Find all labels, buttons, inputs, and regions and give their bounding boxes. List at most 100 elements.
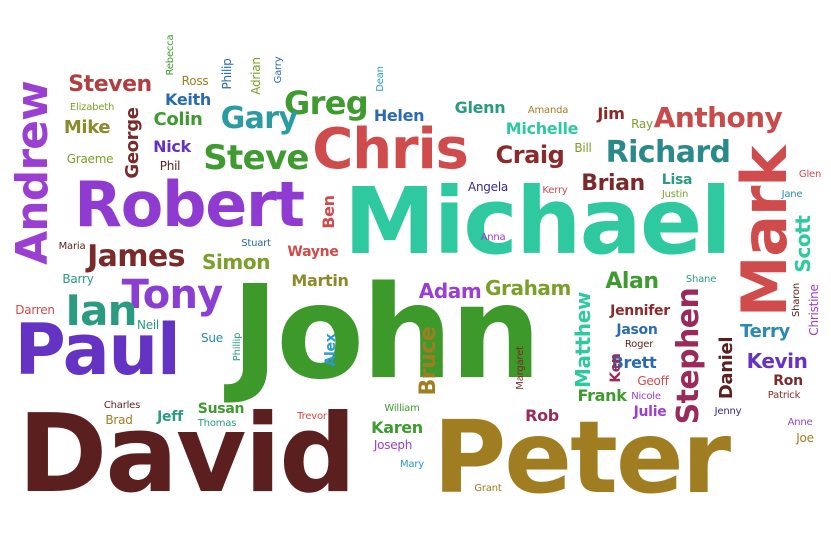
word-phil: Phil [159,159,181,173]
word-barry: Barry [62,272,94,286]
word-graham: Graham [485,276,571,300]
word-jenny: Jenny [714,406,742,417]
word-ross: Ross [181,74,209,88]
word-stuart: Stuart [241,238,271,249]
word-alex: Alex [323,333,339,367]
word-andrew: Andrew [7,81,58,265]
word-mike: Mike [63,117,111,138]
word-joseph: Joseph [373,438,413,452]
word-james: James [87,239,185,274]
word-nick: Nick [153,137,191,156]
word-alan: Alan [605,269,659,294]
word-greg: Greg [283,84,369,122]
word-george: George [122,107,143,179]
word-michael: Michael [343,168,732,275]
word-robert: Robert [74,168,305,241]
word-sue: Sue [201,331,223,345]
word-kevin: Kevin [746,349,808,373]
word-glen: Glen [798,169,822,180]
word-wayne: Wayne [287,244,339,260]
word-ken: Ken [608,353,624,383]
word-tony: Tony [121,272,224,318]
word-daniel: Daniel [716,336,737,400]
word-patrick: Patrick [767,390,801,401]
word-dean: Dean [375,66,386,92]
word-martin: Martin [291,271,349,290]
word-frank: Frank [577,386,627,405]
word-bill: Bill [574,141,592,155]
word-sharon: Sharon [791,283,802,317]
word-jim: Jim [597,104,625,123]
word-john: John [231,259,541,408]
word-adrian: Adrian [249,57,263,95]
word-ben: Ben [319,195,338,229]
word-thomas: Thomas [197,418,237,429]
word-anne: Anne [787,417,813,428]
word-elizabeth: Elizabeth [69,102,115,113]
word-gary: Gary [220,101,298,136]
word-helen: Helen [373,106,425,125]
word-chris: Chris [312,117,469,182]
word-brett: Brett [611,353,657,372]
word-jennifer: Jennifer [610,303,670,319]
word-margaret: Margaret [515,346,526,390]
word-justin: Justin [661,189,689,200]
word-neil: Neil [136,318,160,332]
word-roger: Roger [624,339,654,350]
word-amanda: Amanda [527,105,569,116]
word-peter: Peter [432,399,731,516]
word-simon: Simon [201,250,271,274]
word-steven: Steven [68,72,152,97]
word-william: William [384,403,420,414]
word-mark: Mark [728,146,801,318]
word-philip: Philip [220,58,234,90]
word-garry: Garry [273,56,284,84]
word-anna: Anna [480,232,506,243]
word-phillip: Phillip [232,332,243,362]
word-adam: Adam [418,279,482,303]
word-david: David [17,392,357,517]
word-bruce: Bruce [416,326,441,396]
word-michelle: Michelle [505,119,579,138]
word-charles: Charles [103,400,141,411]
word-anthony: Anthony [653,101,783,134]
word-richard: Richard [605,135,731,170]
word-lisa: Lisa [661,172,693,188]
word-jeff: Jeff [157,409,183,425]
word-matthew: Matthew [571,292,595,388]
word-susan: Susan [197,401,245,417]
word-keith: Keith [165,90,211,109]
word-jason: Jason [616,322,658,338]
word-shane: Shane [685,274,717,285]
word-brad: Brad [105,413,133,427]
word-scott: Scott [791,215,815,273]
word-karen: Karen [371,418,423,437]
word-kerry: Kerry [542,185,568,196]
word-craig: Craig [495,141,565,169]
word-julie: Julie [633,404,667,420]
word-maria: Maria [58,241,86,252]
word-geoff: Geoff [637,374,669,388]
word-terry: Terry [740,321,790,342]
word-glenn: Glenn [454,98,506,117]
word-paul: Paul [14,309,181,391]
word-rob: Rob [525,406,559,425]
word-jane: Jane [781,189,803,200]
word-mary: Mary [400,459,424,470]
word-darren: Darren [15,303,55,317]
word-ian: Ian [65,286,137,335]
word-trevor: Trevor [297,411,327,422]
word-stephen: Stephen [671,287,706,425]
word-colin: Colin [153,109,203,130]
word-rebecca: Rebecca [165,34,176,76]
word-graeme: Graeme [66,152,114,166]
word-nicole: Nicole [631,391,661,402]
word-ron: Ron [773,373,803,389]
word-brian: Brian [581,171,645,196]
word-grant: Grant [474,483,502,494]
word-christine: Christine [807,284,821,336]
word-joe: Joe [796,431,814,445]
word-angela: Angela [467,180,509,194]
word-steve: Steve [203,138,309,178]
